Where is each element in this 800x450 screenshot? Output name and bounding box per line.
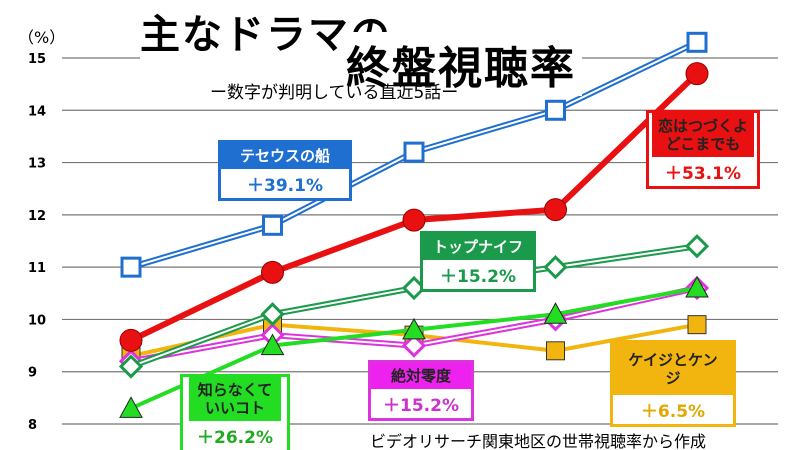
data-point: [401, 333, 427, 358]
data-point: [545, 99, 566, 121]
series-change: ＋15.2%: [440, 267, 516, 287]
series-name: 恋はつづくよどこまでも: [652, 113, 754, 157]
y-tick-label: 8: [28, 418, 37, 433]
y-tick-label: 14: [28, 104, 46, 119]
series-name: 絶対零度: [371, 363, 471, 389]
y-tick-label: 11: [28, 261, 46, 276]
data-point: [402, 317, 426, 340]
data-point: [543, 255, 568, 280]
y-tick-label: 12: [28, 209, 46, 224]
source-note: ビデオリサーチ関東地区の世帯視聴率から作成: [370, 432, 707, 450]
label-shiranakute: 知らなくていいコト ＋26.2%: [180, 374, 290, 450]
data-point: [262, 214, 283, 236]
series-change: ＋15.2%: [383, 396, 459, 416]
y-tick-label: 13: [28, 157, 46, 172]
label-keiji: ケイジとケンジ ＋6.5%: [610, 340, 736, 427]
data-point: [546, 341, 565, 361]
data-point: [686, 31, 708, 53]
data-point: [119, 328, 143, 352]
label-topknife: トップナイフ ＋15.2%: [420, 231, 536, 292]
series-line: [129, 71, 700, 344]
data-point: [402, 208, 426, 232]
data-point: [261, 260, 284, 284]
y-axis-unit: （%）: [18, 28, 66, 47]
series-name: テセウスの船: [221, 143, 349, 169]
series-name: トップナイフ: [423, 234, 533, 260]
data-point: [685, 276, 709, 298]
data-point: [543, 302, 568, 324]
data-point: [260, 333, 285, 356]
series-name: ケイジとケンジ: [613, 343, 733, 395]
data-point: [684, 234, 710, 259]
series-change: ＋6.5%: [640, 402, 706, 422]
data-point: [544, 198, 567, 222]
data-point: [120, 256, 142, 278]
label-theseus: テセウスの船 ＋39.1%: [218, 140, 352, 201]
data-point: [403, 141, 425, 163]
label-koi: 恋はつづくよどこまでも ＋53.1%: [646, 110, 760, 189]
label-zettai: 絶対零度 ＋15.2%: [368, 360, 474, 421]
data-point: [260, 302, 285, 327]
y-tick-label: 9: [28, 366, 37, 381]
series-name: 知らなくていいコト: [189, 377, 281, 421]
data-point: [685, 62, 709, 86]
series-change: ＋39.1%: [247, 176, 323, 196]
y-tick-label: 15: [28, 52, 46, 67]
data-point: [687, 315, 707, 335]
data-point: [119, 396, 143, 418]
series-change: ＋53.1%: [665, 164, 741, 184]
series-change: ＋26.2%: [197, 428, 273, 448]
title-line2: 終盤視聴率: [340, 32, 582, 96]
data-point: [118, 354, 144, 379]
subtitle: ー数字が判明している直近5話ー: [210, 83, 459, 103]
y-tick-label: 10: [28, 313, 46, 328]
